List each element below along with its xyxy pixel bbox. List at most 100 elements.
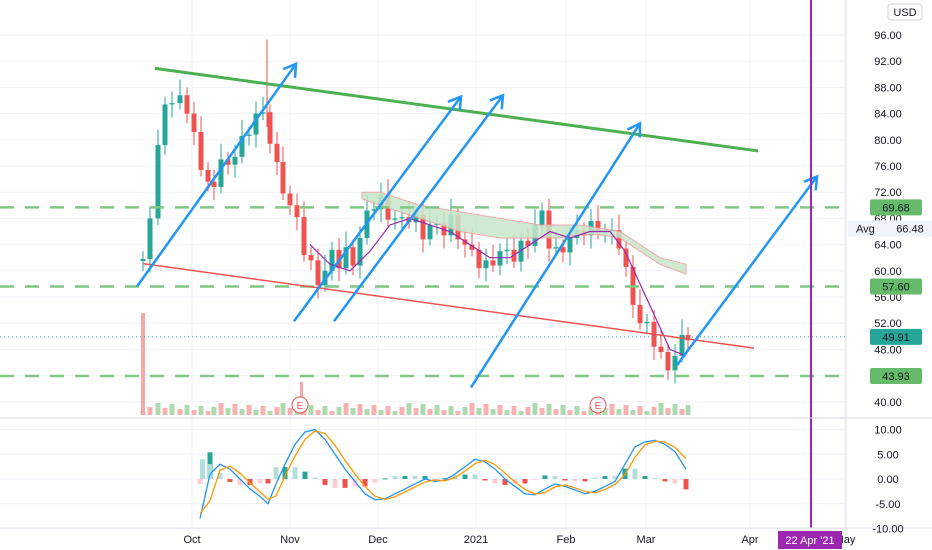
volume-bar: [490, 409, 496, 415]
grid: [0, 0, 846, 529]
candle-body: [155, 145, 161, 219]
candle: [198, 116, 204, 177]
candle: [623, 240, 629, 277]
candle-body: [329, 249, 335, 271]
candle: [644, 314, 650, 334]
volume-bar: [546, 404, 552, 415]
candle-body: [140, 259, 146, 261]
price-label-value: 43.93: [882, 371, 910, 383]
volume-bar: [357, 404, 363, 415]
macd-histogram-bar: [292, 467, 298, 479]
volume-bar: [392, 411, 398, 415]
candle-body: [399, 217, 405, 219]
macd-histogram-bar: [683, 479, 689, 490]
candle-body: [413, 214, 419, 223]
macd-tick-label: 0.00: [877, 474, 898, 486]
volume-bar: [560, 405, 566, 415]
candle: [140, 251, 146, 271]
trend-arrow-head: [803, 174, 819, 191]
volume-bar: [504, 410, 510, 415]
volume-bar: [553, 409, 559, 415]
candle: [239, 120, 245, 164]
volume-bar: [239, 409, 245, 415]
volume-bar: [539, 408, 545, 415]
candle-body: [672, 355, 678, 371]
candle: [184, 87, 190, 124]
candle: [294, 193, 300, 231]
candle-body: [308, 255, 314, 261]
volume-bar: [322, 406, 328, 415]
volume-bar: [665, 408, 671, 415]
candle-body: [392, 218, 398, 220]
macd-histogram-bar: [342, 479, 348, 488]
trend-arrow-shaft: [135, 63, 298, 288]
candle: [679, 319, 685, 363]
volume-bar: [364, 409, 370, 415]
candle-body: [420, 214, 426, 240]
price-label-value: 69.68: [882, 202, 910, 214]
macd-histogram-bar: [472, 474, 478, 479]
candle-body: [476, 249, 482, 269]
candle-body: [553, 247, 559, 249]
macd-histogram-bar: [502, 479, 508, 485]
date-label: 22 Apr '21: [785, 535, 834, 547]
volume-bar: [232, 404, 238, 415]
macd-histogram-bar: [273, 467, 279, 479]
candle: [287, 185, 293, 216]
volume-bar: [441, 410, 447, 415]
price-label-value: 57.60: [882, 282, 910, 294]
price-label-badge: [870, 328, 922, 345]
macd-histogram-bar: [562, 479, 568, 481]
candle-body: [343, 247, 349, 269]
price-labels: 69.68 Avg 66.48 57.60 49.91 43.93: [848, 199, 932, 385]
candle-body: [184, 95, 190, 114]
candle-body: [483, 260, 489, 269]
price-tick-label: 76.00: [874, 161, 902, 173]
volume-bar: [532, 403, 538, 415]
macd-histogram-bar: [207, 464, 212, 479]
volume-bar: [267, 411, 273, 415]
macd-histogram-bar: [582, 479, 588, 482]
candle-body: [637, 304, 643, 324]
price-tick-label: 96.00: [874, 30, 902, 42]
volume-bar: [483, 404, 489, 415]
macd-histogram-bar: [402, 476, 408, 479]
candle: [274, 131, 280, 176]
price-tick-label: 92.00: [874, 56, 902, 68]
volume-bar: [253, 410, 259, 415]
volume-bar: [420, 404, 426, 415]
time-tick-label: Feb: [557, 534, 576, 546]
price-tick-label: 64.00: [874, 240, 902, 252]
candle: [329, 241, 335, 281]
candle: [162, 96, 168, 155]
volume-bar: [225, 408, 231, 415]
currency-button[interactable]: USD: [887, 3, 923, 21]
time-tick-label: Mar: [637, 534, 656, 546]
candle-body: [497, 251, 503, 266]
macd-histogram-bar: [412, 476, 418, 479]
volume-bar: [623, 405, 629, 415]
macd-histogram-bar: [372, 479, 378, 483]
volume-bar: [672, 404, 678, 415]
volume-bar: [469, 403, 475, 415]
macd-histogram-bar: [312, 477, 318, 479]
volume-bar: [287, 408, 293, 415]
candle-body: [490, 260, 496, 266]
volume-bar: [191, 410, 197, 415]
volume-bar: [511, 406, 517, 415]
macd-histogram-bar: [442, 478, 448, 480]
volume-bar: [644, 411, 650, 415]
channel-top-line: [154, 66, 759, 153]
volume-bar: [497, 405, 503, 415]
candle: [357, 226, 363, 279]
price-label-value: 49.91: [882, 332, 910, 344]
trend-arrow-head: [447, 94, 463, 111]
volume-bar: [350, 408, 356, 415]
candle-body: [198, 131, 204, 170]
candle-body: [205, 169, 211, 182]
candle-body: [623, 248, 629, 267]
volume-bar: [574, 406, 580, 415]
candle-body: [595, 221, 601, 233]
